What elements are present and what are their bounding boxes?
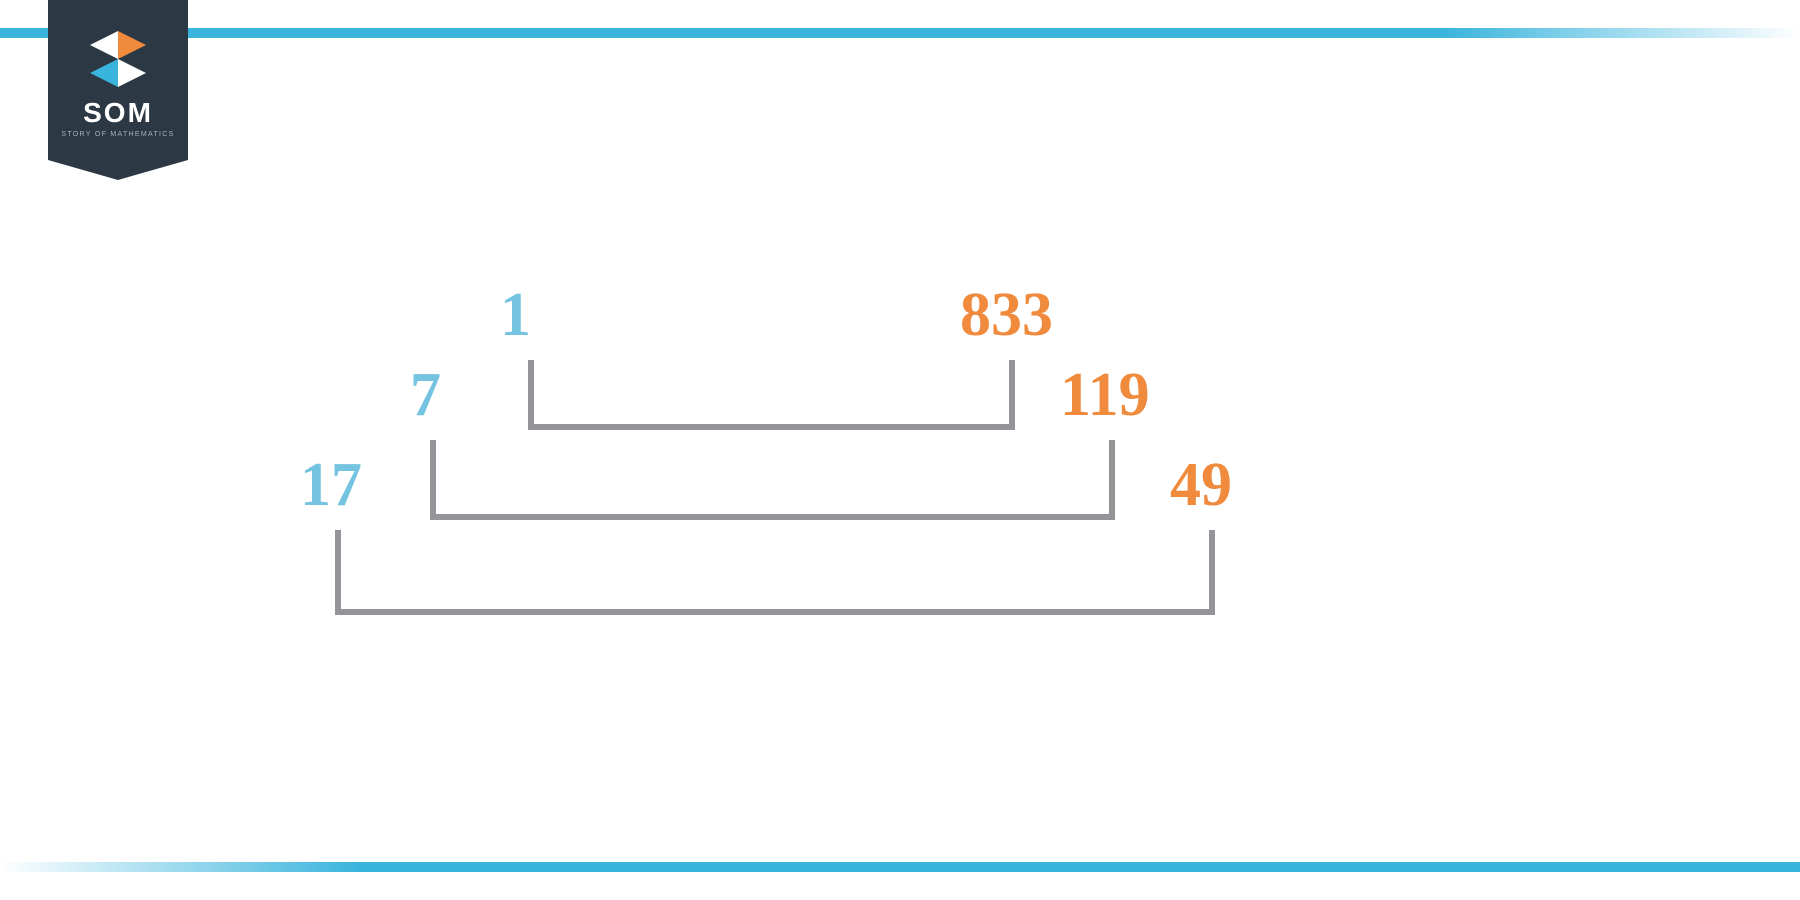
factor-pair-diagram: 1 833 7 119 17 49 [0, 0, 1800, 900]
factor-right: 833 [960, 280, 1053, 351]
pair-bracket [528, 360, 1015, 430]
factor-right: 119 [1060, 360, 1150, 431]
factor-right: 49 [1170, 450, 1232, 521]
factor-left: 7 [410, 360, 441, 431]
pair-bracket [335, 530, 1215, 615]
factor-left: 1 [500, 280, 531, 351]
factor-left: 17 [300, 450, 362, 521]
pair-bracket [430, 440, 1115, 520]
